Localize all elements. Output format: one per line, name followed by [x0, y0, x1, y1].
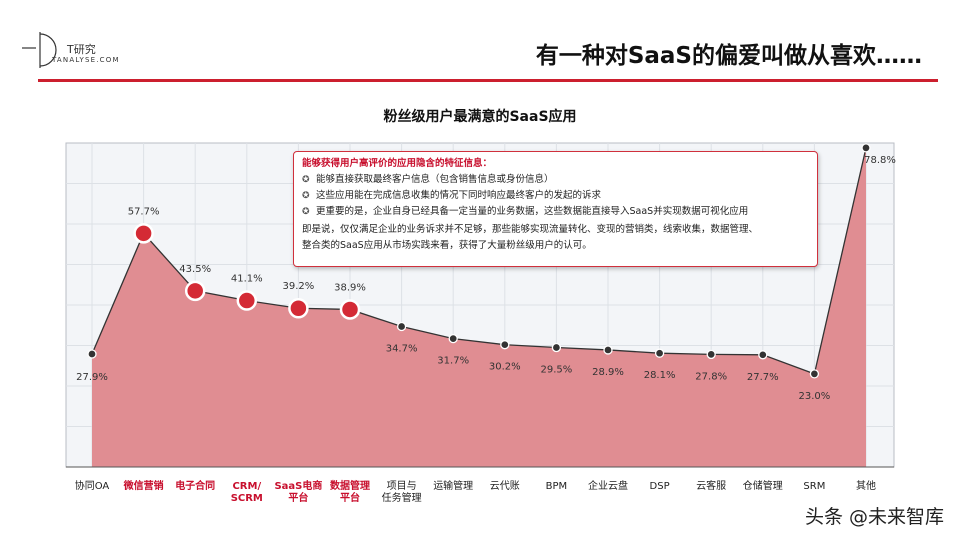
insight-callout: 能够获得用户高评价的应用隐含的特征信息： ✪ 能够直接获取最终客户信息（包含销售信… — [293, 151, 818, 267]
value-label: 23.0% — [799, 391, 831, 402]
value-labels: 27.9% 57.7% 43.5% 41.1% 39.2% 38.9% 34.7% 31.7%… — [76, 155, 896, 402]
data-point — [500, 340, 510, 350]
value-label: 39.2% — [283, 281, 315, 292]
value-label: 29.5% — [541, 365, 573, 376]
data-point — [603, 345, 613, 355]
data-point-highlight — [339, 299, 361, 320]
callout-item: ✪ 这些应用能在完成信息收集的情况下同时响应最终客户的发起的诉求 — [302, 188, 809, 204]
value-label: 57.7% — [128, 206, 160, 217]
watermark: 头条 @未来智库 — [804, 506, 944, 528]
data-point — [706, 349, 716, 360]
data-point-highlight — [184, 280, 206, 302]
x-tick-label: 电子合同 — [175, 479, 215, 492]
value-label: 27.7% — [747, 372, 779, 383]
value-label: 31.7% — [437, 356, 469, 367]
data-point — [809, 369, 820, 379]
x-tick-label: 数据管理 — [330, 479, 370, 492]
data-point — [448, 333, 458, 344]
value-label: 34.7% — [386, 343, 418, 354]
bullet-icon: ✪ — [302, 207, 310, 217]
tanalyse-logo — [22, 32, 57, 68]
value-label: 38.9% — [334, 282, 366, 293]
callout-item: ✪ 能够直接获取最终客户信息（包含销售信息或身份信息） — [302, 172, 809, 188]
data-point-highlight — [236, 290, 258, 311]
x-tick-label: 运输管理 — [433, 479, 473, 492]
data-markers — [87, 143, 871, 379]
data-point — [758, 350, 768, 360]
area-series — [92, 147, 866, 468]
x-tick-label: BPM — [546, 481, 568, 492]
x-tick-label: 其他 — [856, 479, 876, 492]
x-tick-label: 平台 — [340, 491, 360, 504]
data-point — [551, 342, 562, 353]
data-point-highlight — [133, 223, 154, 244]
value-label: 43.5% — [179, 264, 211, 275]
data-point-highlight — [288, 297, 309, 319]
data-point — [396, 321, 407, 332]
bullet-icon: ✪ — [302, 175, 310, 185]
callout-note-line: 即是说，仅仅满足企业的业务诉求并不足够，那些能够实现流量转化、变现的营销类，线索… — [302, 224, 759, 235]
value-label: 28.9% — [592, 367, 624, 378]
value-label: 78.8% — [864, 155, 896, 166]
value-label: 27.9% — [76, 372, 108, 383]
x-tick-label: 平台 — [288, 491, 308, 504]
callout-item: ✪ 更重要的是，企业自身已经具备一定当量的业务数据，这些数据能直接导入SaaS并实… — [302, 204, 809, 220]
data-point — [87, 349, 97, 359]
x-tick-label: DSP — [650, 481, 670, 492]
x-tick-label: 项目与 — [387, 480, 417, 492]
x-tick-label: 云客服 — [696, 479, 726, 492]
value-label: 41.1% — [231, 274, 263, 285]
callout-item-text: 更重要的是，企业自身已经具备一定当量的业务数据，这些数据能直接导入SaaS并实现… — [316, 206, 749, 217]
callout-item-text: 能够直接获取最终客户信息（包含销售信息或身份信息） — [316, 174, 554, 185]
bullet-icon: ✪ — [302, 191, 310, 201]
value-label: 27.8% — [695, 371, 727, 382]
page-title: 有一种对SaaS的偏爱叫做从喜欢…… — [535, 43, 922, 69]
callout-heading: 能够获得用户高评价的应用隐含的特征信息： — [302, 158, 493, 169]
x-tick-label: 云代账 — [490, 480, 520, 492]
x-tick-label: SRM — [803, 481, 825, 492]
x-tick-label: 企业云盘 — [588, 479, 628, 492]
callout-item-text: 这些应用能在完成信息收集的情况下同时响应最终客户的发起的诉求 — [316, 190, 602, 201]
data-point — [654, 348, 665, 358]
logo-brand-en: TANALYSE.COM — [52, 56, 120, 64]
data-point — [861, 143, 871, 153]
chart-title: 粉丝级用户最满意的SaaS应用 — [383, 109, 577, 125]
callout-note-line: 整合类的SaaS应用从市场实践来看，获得了大量粉丝级用户的认可。 — [302, 240, 592, 251]
line-series — [91, 147, 867, 375]
x-tick-label: 微信营销 — [123, 479, 164, 492]
x-tick-label: 任务管理 — [382, 491, 422, 504]
logo-brand-cn: T研究 — [67, 43, 96, 56]
x-tick-label: 协同OA — [75, 479, 110, 492]
title-divider — [38, 79, 938, 82]
x-tick-label: SaaS电商 — [274, 479, 322, 492]
value-label: 28.1% — [644, 370, 676, 381]
x-tick-label: 仓储管理 — [743, 479, 783, 492]
value-label: 30.2% — [489, 362, 521, 373]
x-tick-label: CRM/ — [232, 481, 261, 492]
x-tick-label: SCRM — [231, 493, 263, 504]
x-axis-labels: 协同OA 微信营销 电子合同 CRM/SCRMSaaS电商平台数据管理平台项目与任务管… — [75, 479, 876, 504]
